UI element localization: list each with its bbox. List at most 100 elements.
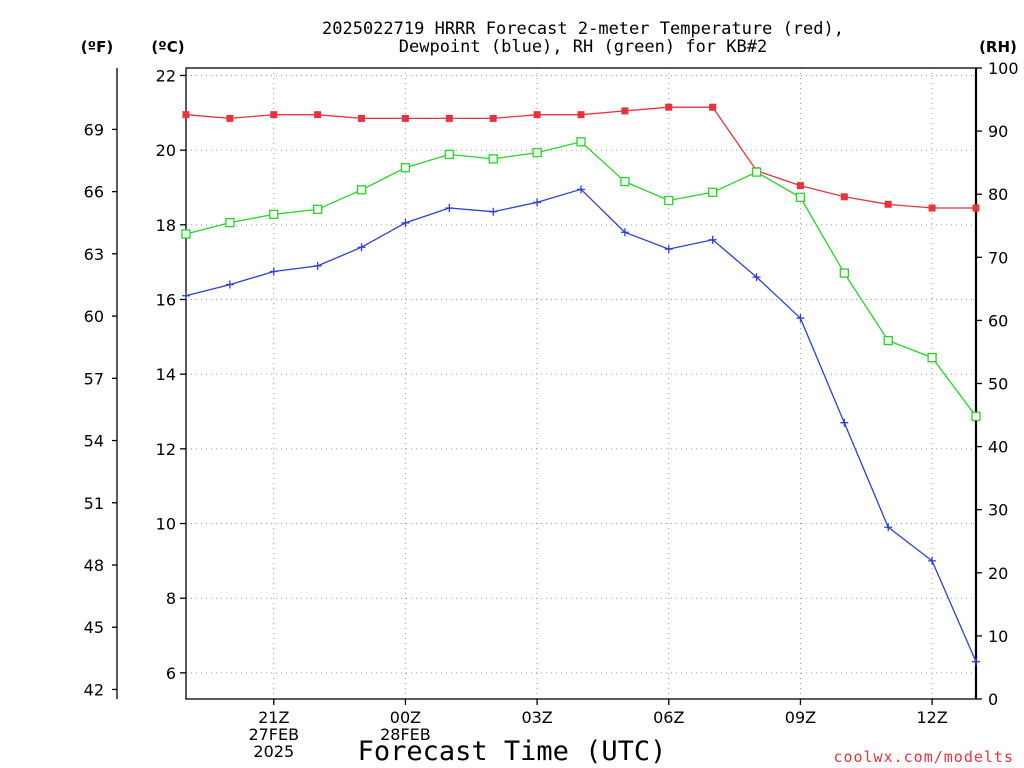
rh-point bbox=[971, 411, 981, 421]
series-layer bbox=[181, 103, 981, 666]
temperature-point bbox=[445, 114, 453, 122]
celsius-tick-label: 20 bbox=[156, 141, 176, 160]
credit-text: coolwx.com/modelts bbox=[833, 748, 1014, 766]
dewpoint-point bbox=[313, 261, 322, 270]
rh-tick-label: 90 bbox=[988, 122, 1008, 141]
temperature-point bbox=[840, 193, 848, 201]
x-tick-label: 00Z bbox=[390, 708, 421, 727]
celsius-tick-label: 18 bbox=[156, 216, 176, 235]
rh-point bbox=[576, 137, 586, 147]
dewpoint-point bbox=[708, 235, 717, 244]
dewpoint-point bbox=[752, 273, 761, 282]
celsius-tick-label: 12 bbox=[156, 440, 176, 459]
rh-line bbox=[185, 141, 977, 417]
temperature-point bbox=[928, 204, 936, 212]
x-axis-title: Forecast Time (UTC) bbox=[358, 736, 667, 767]
rh-tick-label: 20 bbox=[988, 564, 1008, 583]
x-tick-label: 06Z bbox=[653, 708, 684, 727]
dewpoint-point bbox=[972, 657, 980, 666]
rh-point bbox=[356, 185, 367, 195]
rh-point bbox=[488, 154, 498, 164]
rh-point bbox=[883, 335, 893, 346]
rh-tick-label: 40 bbox=[988, 438, 1008, 457]
temperature-point bbox=[489, 114, 497, 122]
temperature-point bbox=[358, 114, 366, 122]
temperature-point bbox=[401, 114, 409, 122]
plot-frame bbox=[185, 67, 977, 700]
rh-point bbox=[313, 204, 323, 214]
dewpoint-point bbox=[533, 198, 542, 207]
celsius-tick-label: 14 bbox=[156, 365, 176, 384]
x-tick-label: 09Z bbox=[785, 708, 816, 727]
chart-title: 2025022719 HRRR Forecast 2-meter Tempera… bbox=[322, 19, 844, 57]
temperature-point bbox=[577, 111, 585, 119]
dewpoint-series bbox=[182, 185, 980, 666]
rh-point bbox=[839, 268, 849, 278]
temperature-point bbox=[884, 200, 892, 208]
fahrenheit-tick-label: 51 bbox=[84, 494, 104, 513]
rh-point bbox=[664, 195, 674, 206]
dewpoint-point bbox=[796, 314, 805, 323]
rh-point bbox=[269, 209, 279, 220]
x-tick-label: 03Z bbox=[521, 708, 552, 727]
rh-point bbox=[225, 217, 235, 228]
dewpoint-point bbox=[357, 243, 366, 252]
rh-point bbox=[927, 352, 937, 363]
rh-tick-label: 70 bbox=[988, 248, 1008, 267]
rh-tick-label: 60 bbox=[988, 311, 1008, 330]
x-tick-label: 28FEB bbox=[380, 725, 431, 744]
celsius-tick-label: 6 bbox=[166, 664, 176, 683]
dewpoint-point bbox=[225, 280, 234, 289]
rh-tick-label: 100 bbox=[988, 59, 1019, 78]
title-line-1: 2025022719 HRRR Forecast 2-meter Tempera… bbox=[322, 19, 844, 39]
celsius-tick-label: 10 bbox=[156, 515, 176, 534]
x-tick-label: 2025 bbox=[253, 742, 294, 761]
rh-point bbox=[532, 147, 542, 158]
temperature-point bbox=[226, 114, 234, 122]
dewpoint-point bbox=[577, 185, 585, 194]
fahrenheit-tick-label: 60 bbox=[84, 307, 104, 326]
fahrenheit-tick-label: 63 bbox=[84, 245, 104, 264]
celsius-tick-label: 16 bbox=[156, 290, 176, 309]
rh-tick-label: 80 bbox=[988, 185, 1008, 204]
celsius-tick-label: 8 bbox=[166, 589, 176, 608]
rh-tick-label: 10 bbox=[988, 627, 1008, 646]
rh-point bbox=[444, 149, 454, 160]
rh-series bbox=[181, 137, 981, 421]
temperature-point bbox=[621, 107, 629, 115]
rh-point bbox=[795, 192, 806, 203]
celsius-tick-label: 22 bbox=[156, 66, 176, 85]
dewpoint-point bbox=[445, 204, 454, 213]
dewpoint-point bbox=[884, 523, 893, 532]
dewpoint-point bbox=[269, 267, 278, 276]
grid bbox=[186, 68, 976, 699]
fahrenheit-tick-label: 66 bbox=[84, 183, 104, 202]
x-tick-label: 12Z bbox=[916, 708, 947, 727]
dewpoint-point bbox=[928, 556, 937, 565]
temperature-point bbox=[182, 111, 190, 119]
temperature-point bbox=[709, 103, 717, 111]
rh-tick-label: 50 bbox=[988, 375, 1008, 394]
dewpoint-point bbox=[664, 245, 673, 254]
celsius-axis-label: (ºC) bbox=[151, 38, 184, 56]
temperature-point bbox=[796, 182, 804, 190]
fahrenheit-tick-label: 57 bbox=[84, 369, 104, 388]
temperature-point bbox=[533, 111, 541, 119]
dewpoint-line bbox=[185, 188, 977, 662]
temperature-series bbox=[182, 103, 980, 212]
dewpoint-point bbox=[840, 418, 849, 427]
temperature-point bbox=[270, 111, 278, 119]
x-tick-label: 27FEB bbox=[248, 725, 299, 744]
fahrenheit-tick-label: 42 bbox=[84, 680, 104, 699]
rh-point bbox=[181, 229, 191, 239]
fahrenheit-tick-label: 45 bbox=[84, 618, 104, 637]
title-line-2: Dewpoint (blue), RH (green) for KB#2 bbox=[399, 37, 767, 57]
fahrenheit-tick-label: 48 bbox=[84, 556, 104, 575]
fahrenheit-tick-label: 54 bbox=[84, 432, 104, 451]
axes: 6 8 10 12 14 16 18 20 22 (ºC) 42 45 48 51 54 57 60 63 66 69… bbox=[81, 38, 1019, 761]
x-tick-label: 21Z bbox=[258, 708, 289, 727]
rh-point bbox=[751, 167, 762, 177]
rh-point bbox=[708, 187, 718, 197]
fahrenheit-axis-label: (ºF) bbox=[81, 38, 113, 56]
